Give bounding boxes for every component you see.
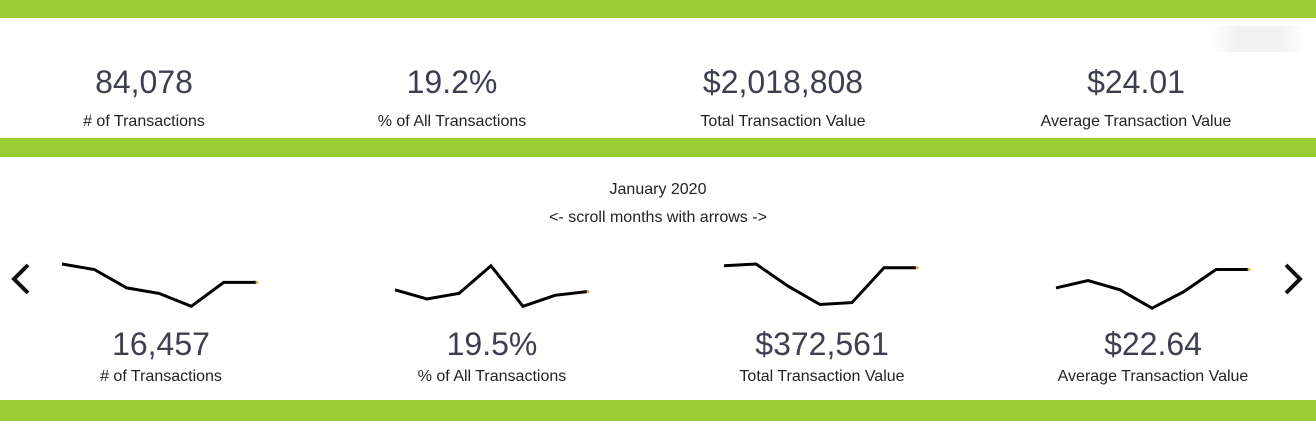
kpi-value: 16,457: [112, 326, 210, 362]
kpi-value: 19.5%: [446, 326, 538, 362]
sparkline-end-point: [255, 280, 259, 284]
kpi-value: $2,018,808: [702, 64, 864, 100]
kpi-label: Average Transaction Value: [1057, 368, 1249, 385]
kpi-value: $24.01: [1087, 64, 1185, 100]
next-month-button[interactable]: [1280, 262, 1306, 296]
sparkline-end-point: [1247, 268, 1251, 271]
sparkline-total-value: [723, 262, 919, 307]
summary-kpi-total-value: $2,018,808 Total Transaction Value: [643, 62, 923, 138]
kpi-value: $22.64: [1104, 326, 1202, 362]
summary-kpi-average-value: $24.01 Average Transaction Value: [996, 62, 1276, 138]
sparkline-series: [61, 262, 256, 309]
scroll-hint: <- scroll months with arrows ->: [549, 209, 767, 226]
kpi-label: # of Transactions: [100, 368, 222, 385]
sparkline-end-point: [915, 266, 919, 270]
kpi-value: $372,561: [755, 326, 889, 362]
chevron-left-icon: [11, 263, 30, 295]
middle-accent-bar: [0, 138, 1316, 157]
kpi-label: Total Transaction Value: [700, 113, 866, 130]
top-accent-bar: [0, 0, 1316, 18]
kpi-value: 19.2%: [406, 64, 498, 100]
kpi-value: 84,078: [95, 64, 193, 100]
sparkline-end-point: [586, 290, 590, 294]
month-kpi-percent: 19.5% % of All Transactions: [352, 324, 632, 394]
sparkline-transactions: [61, 262, 259, 309]
kpi-label: Average Transaction Value: [1040, 113, 1232, 130]
month-kpi-total-value: $372,561 Total Transaction Value: [682, 324, 962, 394]
sparkline-average-value: [1055, 268, 1251, 310]
bottom-accent-bar: [0, 400, 1316, 421]
sparkline-series: [1055, 268, 1248, 310]
kpi-label: Total Transaction Value: [739, 368, 905, 385]
month-kpi-average-value: $22.64 Average Transaction Value: [1013, 324, 1293, 394]
kpi-label: % of All Transactions: [417, 368, 567, 385]
month-title: January 2020: [609, 181, 707, 198]
summary-kpi-transactions: 84,078 # of Transactions: [4, 62, 284, 138]
kpi-label: % of All Transactions: [377, 113, 527, 130]
sparkline-series: [723, 262, 916, 307]
sparkline-percent: [394, 263, 590, 309]
month-kpi-transactions: 16,457 # of Transactions: [21, 324, 301, 394]
faded-control: [1210, 26, 1306, 52]
chevron-right-icon: [1284, 263, 1303, 295]
previous-month-button[interactable]: [8, 262, 34, 296]
sparkline-series: [394, 263, 588, 309]
kpi-label: # of Transactions: [83, 113, 205, 130]
summary-kpi-percent: 19.2% % of All Transactions: [312, 62, 592, 138]
